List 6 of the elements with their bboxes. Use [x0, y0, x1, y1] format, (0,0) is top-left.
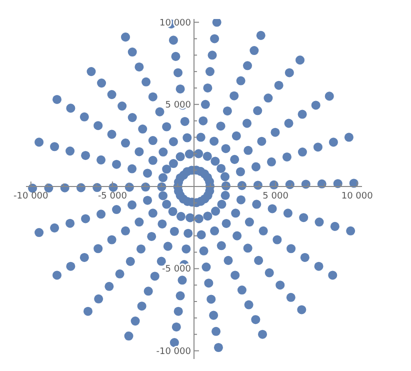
x-tick-label: -10 000 [14, 192, 49, 202]
y-tick-label: -5 000 [162, 264, 192, 275]
x-tick-label: 10 000 [341, 192, 374, 202]
x-tick-label: 5 000 [262, 192, 289, 202]
x-tick-label: -5 000 [98, 192, 128, 202]
y-tick-label: -10 000 [156, 346, 192, 357]
